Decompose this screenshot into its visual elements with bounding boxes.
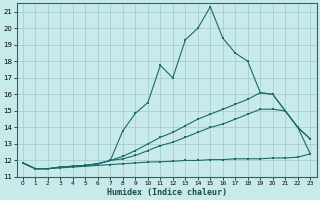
X-axis label: Humidex (Indice chaleur): Humidex (Indice chaleur) <box>107 188 227 197</box>
